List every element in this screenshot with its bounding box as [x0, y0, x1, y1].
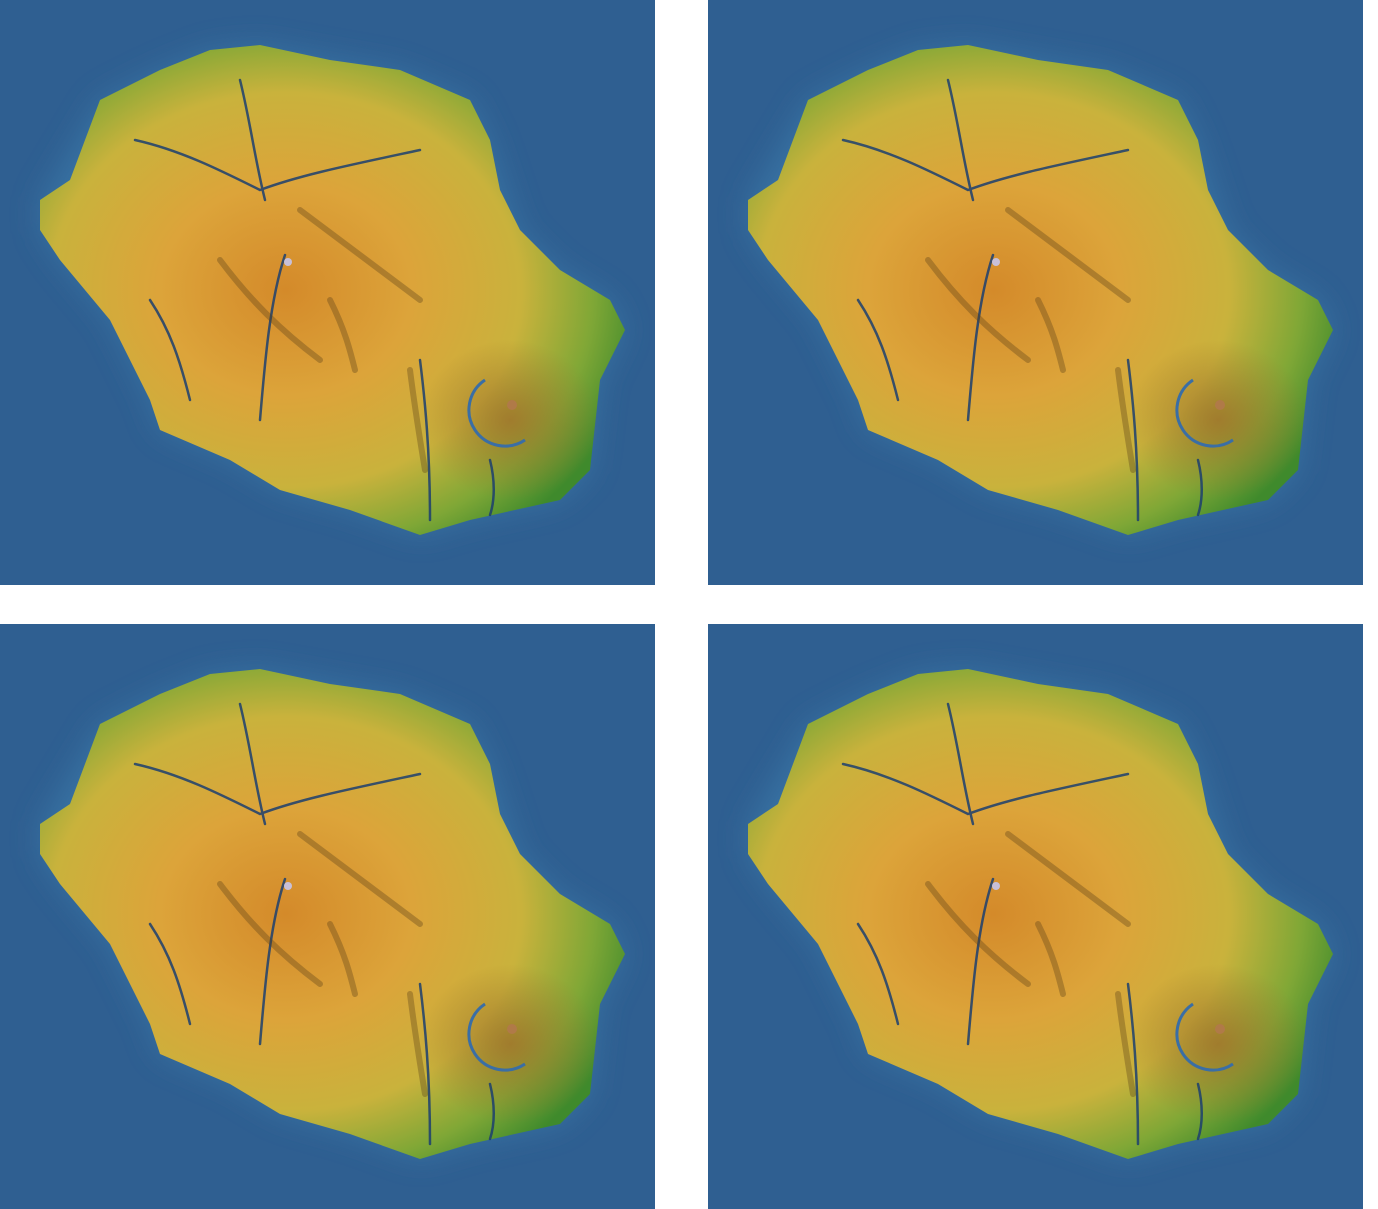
terrain-view-3 — [0, 624, 655, 1209]
terrain-view-1 — [0, 0, 655, 585]
terrain-view-2 — [708, 0, 1363, 585]
terrain-view-4 — [708, 624, 1363, 1209]
